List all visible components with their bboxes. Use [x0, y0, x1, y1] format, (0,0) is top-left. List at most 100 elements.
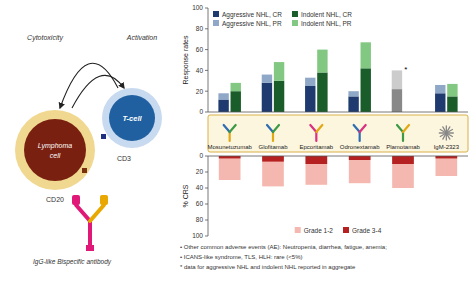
bar-segment: [305, 78, 315, 86]
bar-segment: [392, 70, 402, 89]
cytotoxicity-arrow: [60, 63, 118, 108]
bar-segment: [274, 81, 284, 112]
crs-bar: [436, 156, 458, 176]
legend-swatch: [213, 20, 219, 26]
legend: Aggressive NHL, CRAggressive NHL, PR Indo…: [213, 11, 352, 28]
crs-bar: [262, 156, 284, 186]
diagram-label: IgG-like Bispecific antibody: [33, 258, 112, 266]
bar-segment: [348, 91, 358, 96]
legend: Grade 1-2Grade 3-4: [295, 227, 382, 234]
y-axis-label: Response rates: [182, 35, 190, 85]
bar-segment: [262, 75, 272, 83]
y-tick-label: 80: [196, 25, 204, 32]
y-tick-label: 100: [192, 232, 203, 239]
activation-arrow: [72, 75, 124, 108]
bar-segment: [231, 91, 241, 112]
antibody-fc: [86, 245, 94, 251]
diagram-label: Activation: [126, 34, 157, 41]
legend-label: Grade 1-2: [304, 227, 334, 234]
legend-swatch: [292, 20, 298, 26]
crs-bar: [306, 156, 328, 164]
antibody-icon: [310, 125, 316, 132]
footnote: * data for aggressive NHL and indolent N…: [180, 264, 356, 270]
crs-bar: [392, 156, 414, 188]
cd20-connector: [82, 168, 87, 173]
antibody-icon: [229, 132, 231, 141]
bar-segment: [447, 96, 457, 112]
bar-segment: [435, 85, 445, 93]
footnote: • ICANS-like syndrome, TLS, HLH: rare (<…: [180, 254, 303, 260]
y-tick: [205, 49, 208, 50]
y-tick-label: 0: [199, 108, 203, 115]
y-axis-label: % CRS: [182, 184, 189, 207]
crs-bar: [349, 156, 371, 160]
bar-segment: [317, 72, 327, 112]
antibody-fab: [72, 195, 80, 205]
antibody-icon: [272, 132, 274, 141]
y-tick: [205, 70, 208, 71]
y-tick: [205, 236, 208, 237]
y-tick-label: 20: [196, 168, 204, 175]
crs-bar: [349, 156, 371, 183]
y-tick: [205, 204, 208, 205]
y-tick-label: 60: [196, 200, 204, 207]
y-tick-label: 0: [199, 152, 203, 159]
lymphoma-halo: [15, 110, 95, 190]
diagram-label: CD3: [117, 155, 131, 162]
bar-segment: [274, 62, 284, 81]
y-tick-label: 40: [196, 184, 204, 191]
y-tick: [205, 112, 208, 113]
y-axis-line: [208, 8, 209, 112]
bar-segment: [392, 89, 402, 112]
diagram-label: Cytotoxicity: [27, 34, 63, 42]
y-tick-label: 100: [192, 4, 203, 11]
legend-label: Indolent NHL, CR: [301, 11, 352, 18]
antibody-icon: [230, 125, 236, 132]
category-label: IgM-2323: [434, 144, 460, 150]
crs-bar: [392, 156, 414, 164]
legend-swatch: [343, 227, 349, 233]
bar-segment: [361, 42, 371, 68]
diagram-label: cell: [50, 152, 61, 159]
y-tick: [205, 220, 208, 221]
bar-segment: [361, 68, 371, 112]
y-tick-label: 80: [196, 216, 204, 223]
diagram-label: Lymphoma: [38, 142, 73, 150]
y-tick: [205, 172, 208, 173]
antibody-arm: [76, 205, 90, 221]
diagram-label: T-cell: [122, 114, 142, 123]
legend-label: Aggressive NHL, CR: [222, 11, 282, 19]
legend-swatch: [213, 11, 219, 17]
panel-background: [208, 115, 468, 152]
y-tick: [205, 8, 208, 9]
y-axis: 0 20 40 60 80 100 % CRS: [182, 152, 208, 239]
legend-label: Aggressive NHL, PR: [222, 20, 282, 28]
y-tick-label: 40: [196, 67, 204, 74]
legend-label: Indolent NHL, PR: [301, 20, 352, 27]
x-axis-line: [208, 156, 468, 157]
y-axis: 020406080100Response rates: [182, 4, 208, 115]
antibody-arm: [90, 205, 104, 221]
crs-bar: [219, 156, 241, 180]
x-axis-line: [208, 112, 468, 113]
crs-bar: [262, 156, 284, 162]
y-tick: [205, 28, 208, 29]
bar-segment: [305, 86, 315, 112]
mechanism-diagram: LymphomacellCD20T-cellCD3CytotoxicityAct…: [15, 34, 162, 266]
bar-segment: [218, 100, 228, 112]
antibody-icon: [403, 125, 409, 132]
cd3-connector: [101, 134, 106, 139]
category-label: Plamotamab: [386, 144, 420, 150]
crs-bars: [219, 156, 457, 188]
y-tick: [205, 156, 208, 157]
antibody-icon: [360, 125, 366, 132]
antibody-icon: [315, 132, 317, 141]
antibody-icon: [359, 132, 361, 141]
antibody-icon: [224, 125, 230, 132]
antibody-icon: [397, 125, 403, 132]
category-label: Mosunetuzumab: [207, 144, 252, 150]
antibody-icon: [273, 125, 279, 132]
annotation: *: [404, 65, 407, 74]
category-label: Odronextamab: [340, 144, 380, 150]
antibody-fab: [100, 195, 108, 205]
